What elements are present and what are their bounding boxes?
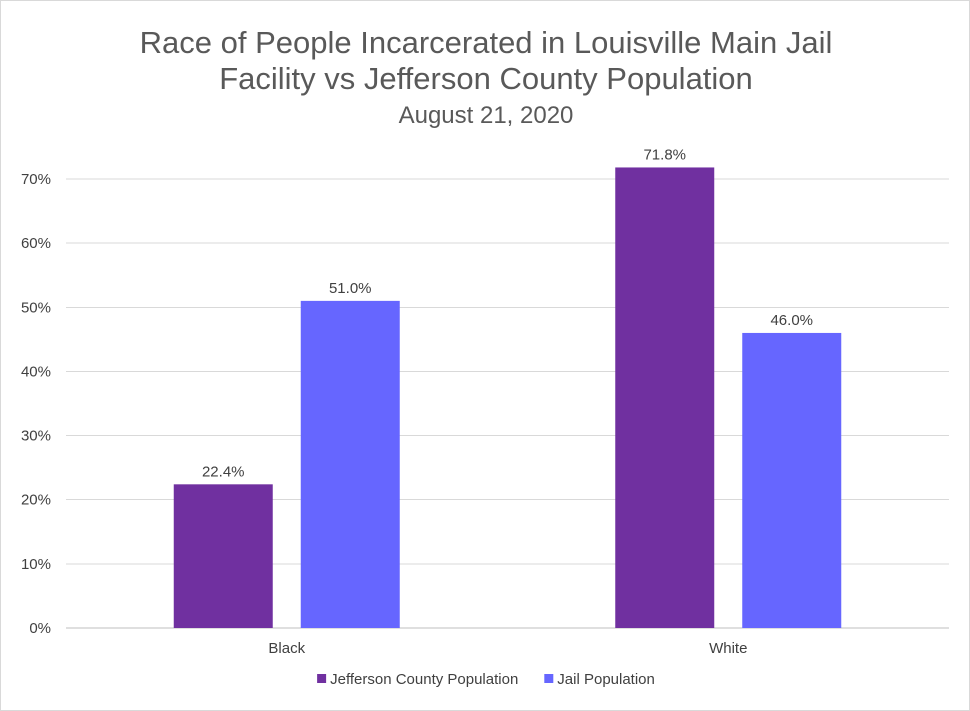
y-tick-label: 60% xyxy=(21,235,51,252)
y-tick-label: 40% xyxy=(21,363,51,380)
data-label: 46.0% xyxy=(770,312,813,329)
x-category-label: Black xyxy=(268,640,305,657)
bar-white-jail xyxy=(742,332,842,628)
bar-black-jail xyxy=(300,300,400,628)
chart-title-line-2: Facility vs Jefferson County Population xyxy=(219,61,753,96)
bar-white-county xyxy=(615,167,715,628)
y-tick-label: 20% xyxy=(21,492,51,509)
legend-label: Jefferson County Population xyxy=(330,671,518,688)
y-axis: 0% 10% 20% 30% 40% 50% 60% 70% xyxy=(21,171,51,637)
data-label: 51.0% xyxy=(329,280,372,297)
data-label: 22.4% xyxy=(202,463,245,480)
y-tick-label: 70% xyxy=(21,171,51,188)
y-tick-label: 0% xyxy=(29,620,51,637)
data-label: 71.8% xyxy=(643,146,686,163)
legend-swatch xyxy=(544,674,554,683)
y-tick-label: 10% xyxy=(21,556,51,573)
bar-black-county xyxy=(173,484,273,628)
chart-title-line-1: Race of People Incarcerated in Louisvill… xyxy=(140,25,833,60)
y-tick-label: 50% xyxy=(21,299,51,316)
chart-title-group: Race of People Incarcerated in Louisvill… xyxy=(140,25,833,129)
x-axis: Black White xyxy=(268,640,747,657)
x-category-label: White xyxy=(709,640,747,657)
legend: Jefferson County Population Jail Populati… xyxy=(317,671,655,688)
legend-swatch xyxy=(317,674,327,683)
bars xyxy=(173,167,842,628)
legend-item: Jefferson County Population xyxy=(317,671,518,688)
chart-subtitle: August 21, 2020 xyxy=(399,102,574,129)
y-tick-label: 30% xyxy=(21,428,51,445)
legend-label: Jail Population xyxy=(557,671,655,688)
legend-item: Jail Population xyxy=(544,671,655,688)
data-labels: 22.4% 51.0% 71.8% 46.0% xyxy=(202,146,813,480)
